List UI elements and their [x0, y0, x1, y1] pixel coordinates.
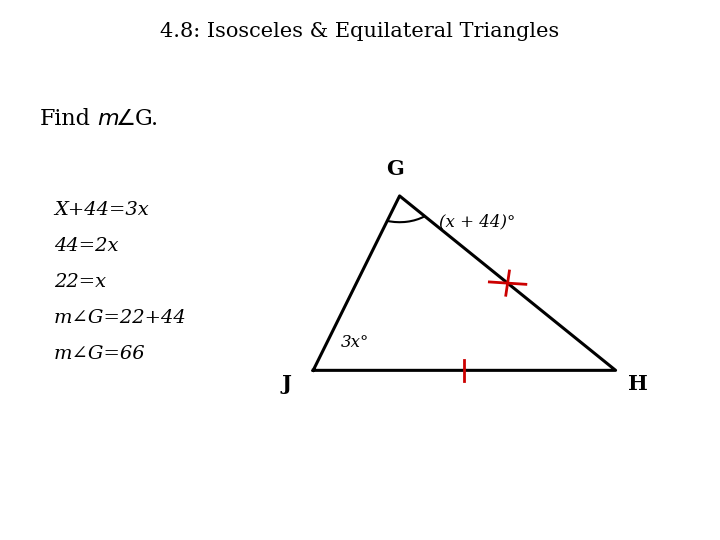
Text: 22=x: 22=x	[54, 273, 106, 291]
Text: m∠G=22+44: m∠G=22+44	[54, 309, 186, 327]
Text: G: G	[386, 159, 403, 179]
Text: 44=2x: 44=2x	[54, 237, 119, 255]
Text: (x + 44)°: (x + 44)°	[439, 214, 516, 231]
Text: J: J	[282, 374, 292, 394]
Text: G.: G.	[135, 109, 159, 131]
Text: $m\!\angle$: $m\!\angle$	[97, 109, 135, 131]
Text: 4.8: Isosceles & Equilateral Triangles: 4.8: Isosceles & Equilateral Triangles	[161, 22, 559, 40]
Text: 3x°: 3x°	[341, 334, 369, 351]
Text: Find: Find	[40, 109, 91, 131]
Text: H: H	[628, 374, 648, 394]
Text: m∠G=66: m∠G=66	[54, 345, 145, 363]
Text: X+44=3x: X+44=3x	[54, 201, 149, 219]
